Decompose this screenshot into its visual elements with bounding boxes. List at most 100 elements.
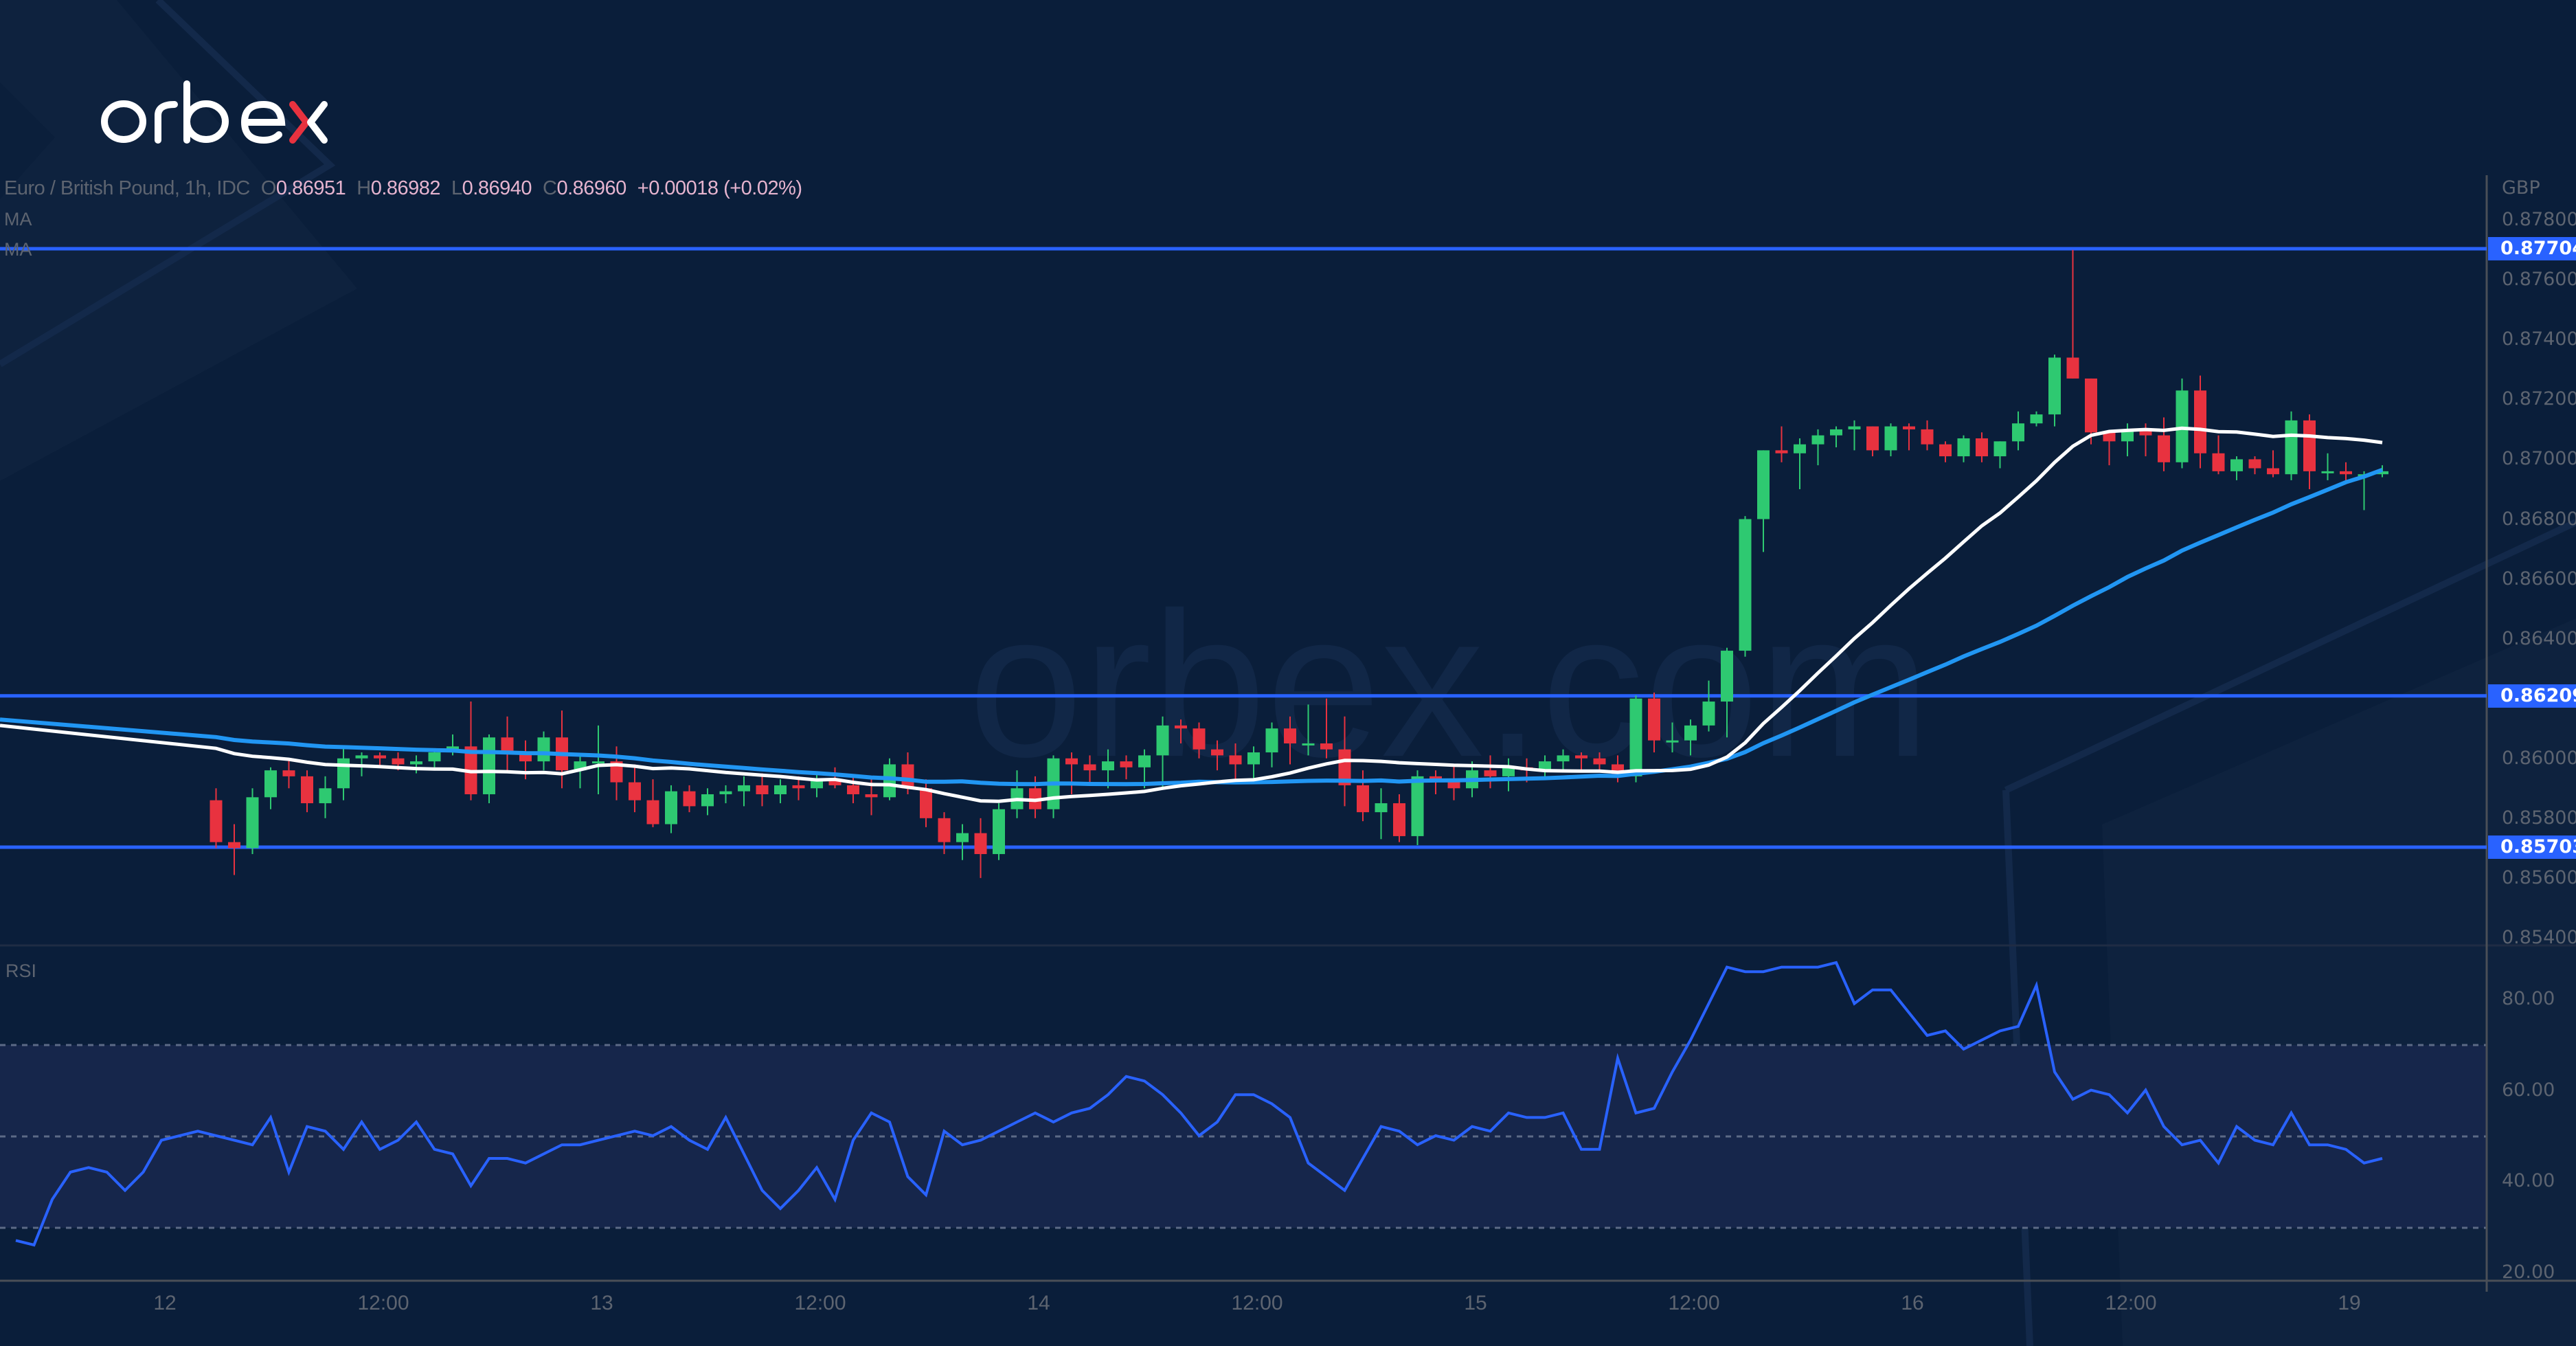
price-level-tag: 0.86209	[2488, 684, 2576, 708]
low-label: L	[451, 177, 462, 199]
candle	[1702, 702, 1715, 726]
close-value: 0.86960	[556, 177, 626, 199]
candle	[1120, 761, 1133, 767]
price-tick: 0.87600	[2502, 269, 2576, 291]
high-label: H	[357, 177, 371, 199]
candle	[1357, 785, 1369, 813]
price-tick: 0.85400	[2502, 926, 2576, 948]
price-tick: 0.86000	[2502, 747, 2576, 769]
price-tick: 0.86400	[2502, 627, 2576, 649]
candle	[1830, 429, 1842, 436]
ma-slow-line	[0, 467, 2384, 787]
candle	[2085, 378, 2097, 433]
candle	[828, 779, 841, 785]
candle	[1193, 728, 1206, 750]
candle	[1156, 725, 1169, 756]
candle	[811, 779, 823, 789]
candle	[1903, 426, 1915, 429]
candle	[1666, 740, 1679, 743]
currency-label: GBP	[2502, 177, 2540, 199]
time-tick: 19	[2338, 1292, 2361, 1314]
candle	[883, 764, 896, 798]
candle	[1939, 444, 1952, 457]
candle	[1320, 743, 1333, 750]
candle	[1721, 651, 1733, 702]
candle	[2285, 420, 2298, 475]
candle	[2048, 357, 2061, 415]
candle	[1993, 441, 2007, 457]
candle	[1265, 728, 1278, 753]
candle	[847, 785, 859, 794]
watermark: orbex.com	[969, 569, 1931, 800]
candle	[1884, 426, 1897, 451]
candle	[1557, 755, 1570, 762]
symbol-legend[interactable]: Euro / British Pound, 1h, IDC O0.86951 H0.…	[4, 177, 802, 200]
candle	[2139, 429, 2152, 436]
candle	[756, 785, 769, 794]
time-tick: 13	[590, 1292, 613, 1314]
candle	[2176, 390, 2189, 462]
high-value: 0.86982	[370, 177, 441, 199]
candle	[1393, 803, 1405, 836]
price-level-tag: 0.85703	[2488, 835, 2576, 860]
candle	[1648, 698, 1660, 741]
candle	[301, 776, 313, 804]
candle	[646, 800, 659, 825]
open-label: O	[260, 177, 277, 199]
candle	[2030, 414, 2043, 424]
candle	[355, 755, 368, 759]
candle	[1539, 761, 1551, 771]
rsi-tick: 80.00	[2502, 988, 2555, 1009]
rsi-legend[interactable]: RSI	[5, 961, 37, 981]
candle	[974, 833, 987, 855]
ma-fast-legend[interactable]: MA	[4, 209, 32, 229]
candle	[1775, 450, 1788, 453]
candle	[2103, 432, 2116, 442]
candle	[901, 764, 914, 789]
candle	[1484, 770, 1497, 776]
candle	[665, 791, 677, 825]
candle	[2121, 429, 2134, 442]
candle	[1848, 426, 1861, 429]
price-tick: 0.85600	[2502, 866, 2576, 888]
candle	[938, 818, 951, 842]
candle	[1739, 519, 1752, 651]
candle	[2212, 453, 2225, 471]
time-tick: 12:00	[1668, 1292, 1720, 1314]
price-tick: 0.86600	[2502, 568, 2576, 590]
time-tick: 12:00	[357, 1292, 409, 1314]
candle	[629, 782, 641, 800]
rsi-line	[15, 961, 2383, 1247]
candle	[2340, 471, 2352, 475]
symbol-name: Euro / British Pound, 1h, IDC	[4, 177, 250, 199]
change-value: +0.00018 (+0.02%)	[637, 177, 802, 199]
candle	[2376, 471, 2388, 475]
candlestick-series	[210, 249, 2388, 878]
horizontal-levels[interactable]	[0, 247, 2487, 849]
candle	[1211, 749, 1223, 756]
close-label: C	[542, 177, 557, 199]
candle	[1284, 728, 1296, 743]
candle	[792, 785, 805, 789]
orbex-logo	[101, 80, 328, 144]
candle	[246, 797, 259, 849]
candle	[683, 791, 696, 807]
candle	[1684, 725, 1697, 741]
candle	[920, 788, 932, 818]
open-value: 0.86951	[275, 177, 346, 199]
candle	[1411, 776, 1424, 836]
price-tick: 0.87800	[2502, 209, 2576, 231]
candle	[1866, 426, 1879, 451]
candle	[1375, 803, 1388, 813]
candle	[537, 737, 550, 762]
ma-slow-legend[interactable]: MA	[4, 239, 32, 260]
candle	[264, 770, 277, 798]
candle	[2012, 423, 2024, 442]
candle	[701, 794, 714, 807]
price-tick: 0.87400	[2502, 328, 2576, 350]
candle	[501, 737, 514, 753]
candle	[410, 761, 422, 765]
candle	[719, 791, 732, 794]
candle	[228, 842, 240, 849]
